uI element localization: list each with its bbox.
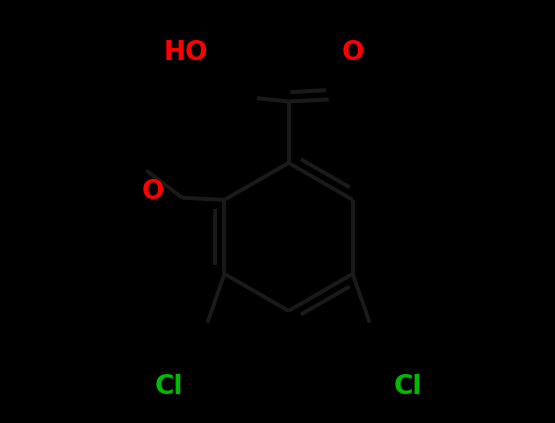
Text: HO: HO [164, 40, 208, 66]
Text: O: O [341, 40, 364, 66]
Text: O: O [142, 179, 164, 206]
Text: Cl: Cl [393, 374, 422, 400]
Text: Cl: Cl [155, 374, 184, 400]
